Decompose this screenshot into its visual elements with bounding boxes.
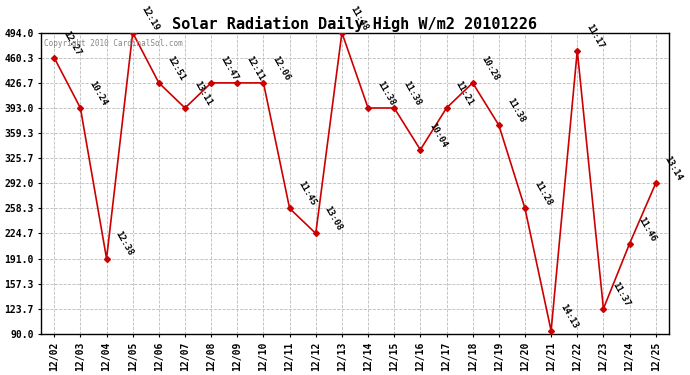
Text: 13:14: 13:14 [662, 155, 684, 183]
Text: 11:38: 11:38 [401, 80, 422, 107]
Text: 13:08: 13:08 [323, 205, 344, 232]
Text: 11:28: 11:28 [532, 180, 553, 208]
Text: 10:28: 10:28 [480, 54, 501, 82]
Title: Solar Radiation Daily High W/m2 20101226: Solar Radiation Daily High W/m2 20101226 [172, 15, 538, 32]
Text: 12:38: 12:38 [113, 230, 135, 258]
Text: 11:46: 11:46 [636, 215, 658, 243]
Text: 12:51: 12:51 [166, 54, 187, 82]
Text: 11:37: 11:37 [611, 280, 631, 308]
Text: 14:13: 14:13 [558, 302, 580, 330]
Text: 11:21: 11:21 [453, 80, 475, 107]
Text: 12:27: 12:27 [61, 29, 82, 57]
Text: 11:38: 11:38 [506, 97, 527, 124]
Text: 11:45: 11:45 [297, 180, 318, 208]
Text: 13:11: 13:11 [192, 80, 213, 107]
Text: 11:38: 11:38 [375, 80, 396, 107]
Text: Copyright 2010 CardinalSol.com: Copyright 2010 CardinalSol.com [44, 39, 183, 48]
Text: 12:19: 12:19 [139, 4, 161, 32]
Text: 10:04: 10:04 [427, 121, 449, 149]
Text: 12:47: 12:47 [218, 54, 239, 82]
Text: 11:48: 11:48 [349, 4, 370, 32]
Text: 12:06: 12:06 [270, 54, 292, 82]
Text: 10:24: 10:24 [88, 80, 108, 107]
Text: 12:11: 12:11 [244, 54, 266, 82]
Text: 11:17: 11:17 [584, 22, 605, 50]
